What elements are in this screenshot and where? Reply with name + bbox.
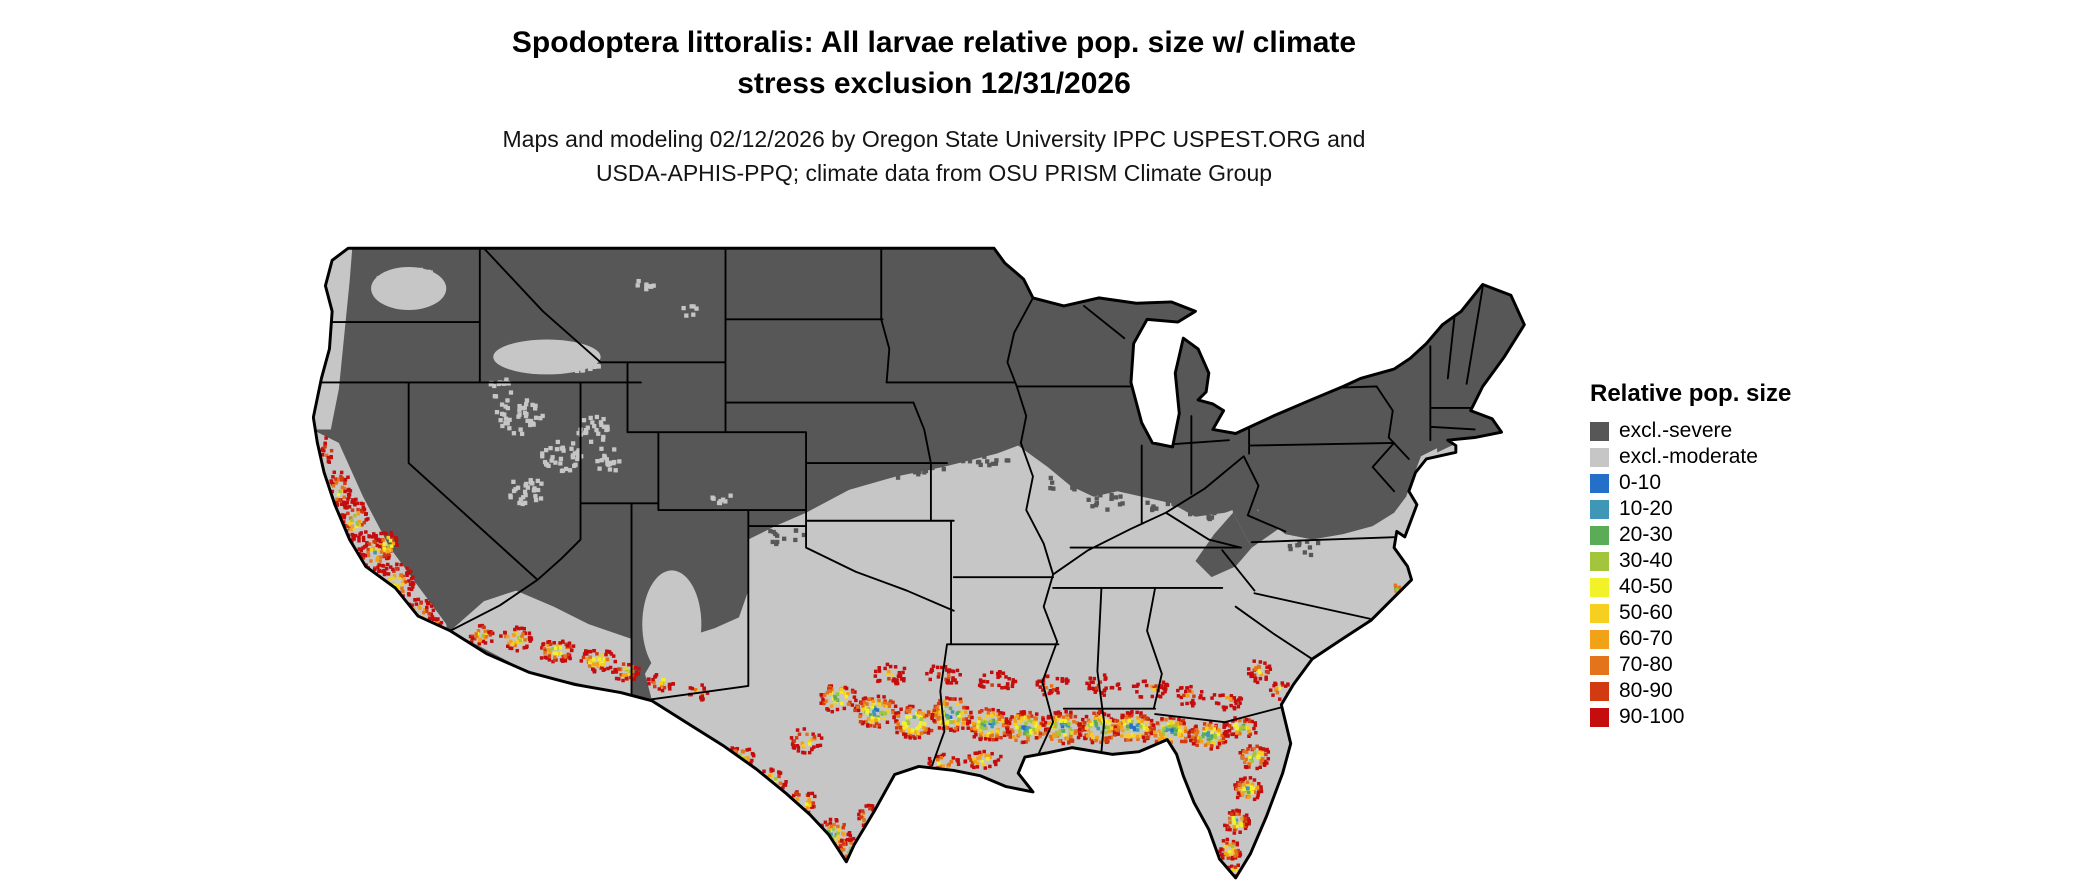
legend-label: 80-90 — [1619, 679, 1673, 702]
legend-item: 70-80 — [1590, 652, 1870, 678]
moderate-speckle-raster — [375, 267, 733, 672]
legend-item: excl.-severe — [1590, 418, 1870, 444]
legend-swatch — [1590, 473, 1609, 493]
legend-item: 30-40 — [1590, 548, 1870, 574]
map-title: Spodoptera littoralis: All larvae relati… — [0, 22, 1868, 104]
legend-label: 50-60 — [1619, 601, 1673, 624]
legend-swatch — [1590, 421, 1609, 441]
legend-label: excl.-moderate — [1619, 445, 1758, 468]
map-subtitle-line-2: USDA-APHIS-PPQ; climate data from OSU PR… — [595, 160, 1273, 186]
legend-swatch — [1590, 525, 1609, 545]
legend-item: 50-60 — [1590, 600, 1870, 626]
legend-swatch — [1590, 603, 1609, 623]
legend-swatch — [1590, 447, 1609, 467]
map-title-line-2: stress exclusion 12/31/2026 — [737, 67, 1131, 100]
map-subtitle-line-1: Maps and modeling 02/12/2026 by Oregon S… — [502, 126, 1366, 152]
legend-swatch — [1590, 499, 1609, 519]
legend-label: 40-50 — [1619, 575, 1673, 598]
legend-label: 90-100 — [1619, 705, 1685, 728]
legend-label: 60-70 — [1619, 627, 1673, 650]
us-map-figure — [312, 228, 1574, 886]
legend-label: 30-40 — [1619, 549, 1673, 572]
legend-swatch — [1590, 551, 1609, 571]
legend-item: 0-10 — [1590, 470, 1870, 496]
legend-item: 90-100 — [1590, 704, 1870, 730]
legend-items: excl.-severe excl.-moderate 0-10 10-20 20-30… — [1590, 418, 1870, 730]
legend-item: 60-70 — [1590, 626, 1870, 652]
map-subtitle: Maps and modeling 02/12/2026 by Oregon S… — [0, 122, 1868, 190]
us-map-svg — [312, 246, 1526, 880]
legend-swatch — [1590, 655, 1609, 675]
legend-swatch — [1590, 681, 1609, 701]
us-outline — [312, 246, 1526, 880]
legend-swatch — [1590, 629, 1609, 649]
map-title-line-1: Spodoptera littoralis: All larvae relati… — [511, 26, 1357, 59]
legend: Relative pop. size excl.-severe excl.-mod… — [1590, 380, 1870, 730]
legend-swatch — [1590, 577, 1609, 597]
legend-item: 80-90 — [1590, 678, 1870, 704]
legend-item: 40-50 — [1590, 574, 1870, 600]
legend-item: 20-30 — [1590, 522, 1870, 548]
legend-label: excl.-severe — [1619, 419, 1733, 442]
legend-title: Relative pop. size — [1590, 380, 1792, 407]
legend-label: 10-20 — [1619, 497, 1673, 520]
legend-item: 10-20 — [1590, 496, 1870, 522]
legend-swatch — [1590, 707, 1609, 727]
legend-label: 0-10 — [1619, 471, 1662, 494]
legend-label: 20-30 — [1619, 523, 1673, 546]
legend-label: 70-80 — [1619, 653, 1673, 676]
state-borders — [315, 248, 1484, 767]
legend-item: excl.-moderate — [1590, 444, 1870, 470]
severe-speckle-raster — [768, 453, 1321, 558]
